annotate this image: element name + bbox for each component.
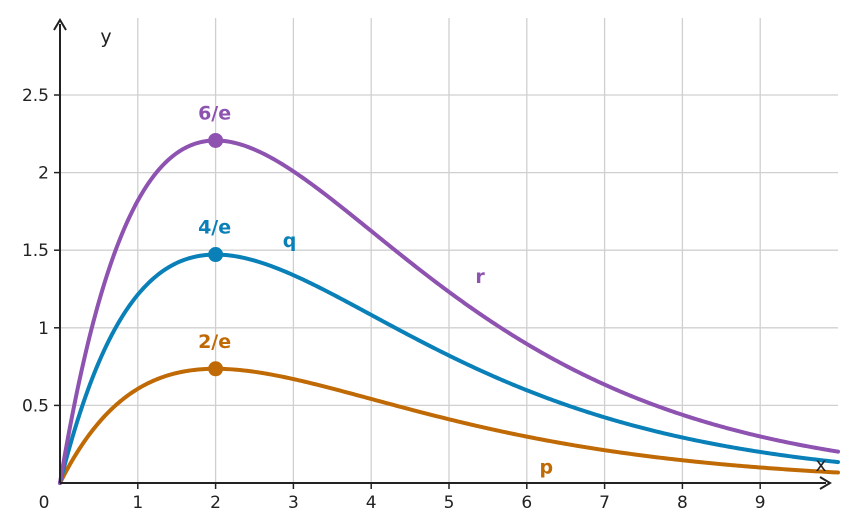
curve-label-q: q	[283, 230, 297, 252]
x-tick-label: 9	[755, 493, 766, 513]
curve-label-p: p	[539, 457, 553, 479]
max-label-q: 4/e	[198, 217, 231, 239]
max-label-p: 2/e	[198, 331, 231, 353]
origin-label: 0	[39, 493, 50, 513]
y-axis-title: y	[100, 26, 111, 48]
x-axis-arrow	[819, 476, 832, 490]
x-tick-label: 7	[599, 493, 610, 513]
x-tick-label: 5	[444, 493, 455, 513]
y-tick-label: 0.5	[22, 396, 49, 416]
max-point-p	[208, 361, 224, 377]
y-tick-label: 1.5	[22, 241, 49, 261]
grid	[54, 18, 838, 489]
annotations: 2/e 4/e 6/e p q r	[198, 102, 553, 478]
y-tick-label: 2	[38, 164, 49, 184]
max-point-r	[208, 132, 224, 148]
max-point-q	[208, 247, 224, 263]
maxima-markers	[208, 132, 224, 377]
x-axis-title: x	[815, 454, 826, 476]
y-tick-label: 2.5	[22, 86, 49, 106]
x-tick-label: 3	[288, 493, 299, 513]
axes: x y 0	[39, 18, 832, 513]
x-tick-label: 8	[677, 493, 688, 513]
series-layer	[58, 138, 840, 485]
x-tick-label: 1	[132, 493, 143, 513]
x-tick-label: 6	[521, 493, 532, 513]
max-label-r: 6/e	[198, 102, 231, 124]
tick-labels: 1 2 3 4 5 6 7 8 9 0.5 1 1.5 2 2.5	[22, 86, 766, 513]
y-tick-label: 1	[38, 319, 49, 339]
x-tick-label: 4	[366, 493, 377, 513]
curve-label-r: r	[475, 266, 485, 288]
series-line-p	[58, 366, 840, 485]
x-tick-label: 2	[210, 493, 221, 513]
series-line-r	[58, 138, 840, 485]
y-axis-arrow	[53, 18, 67, 31]
series-line-q	[58, 252, 840, 485]
